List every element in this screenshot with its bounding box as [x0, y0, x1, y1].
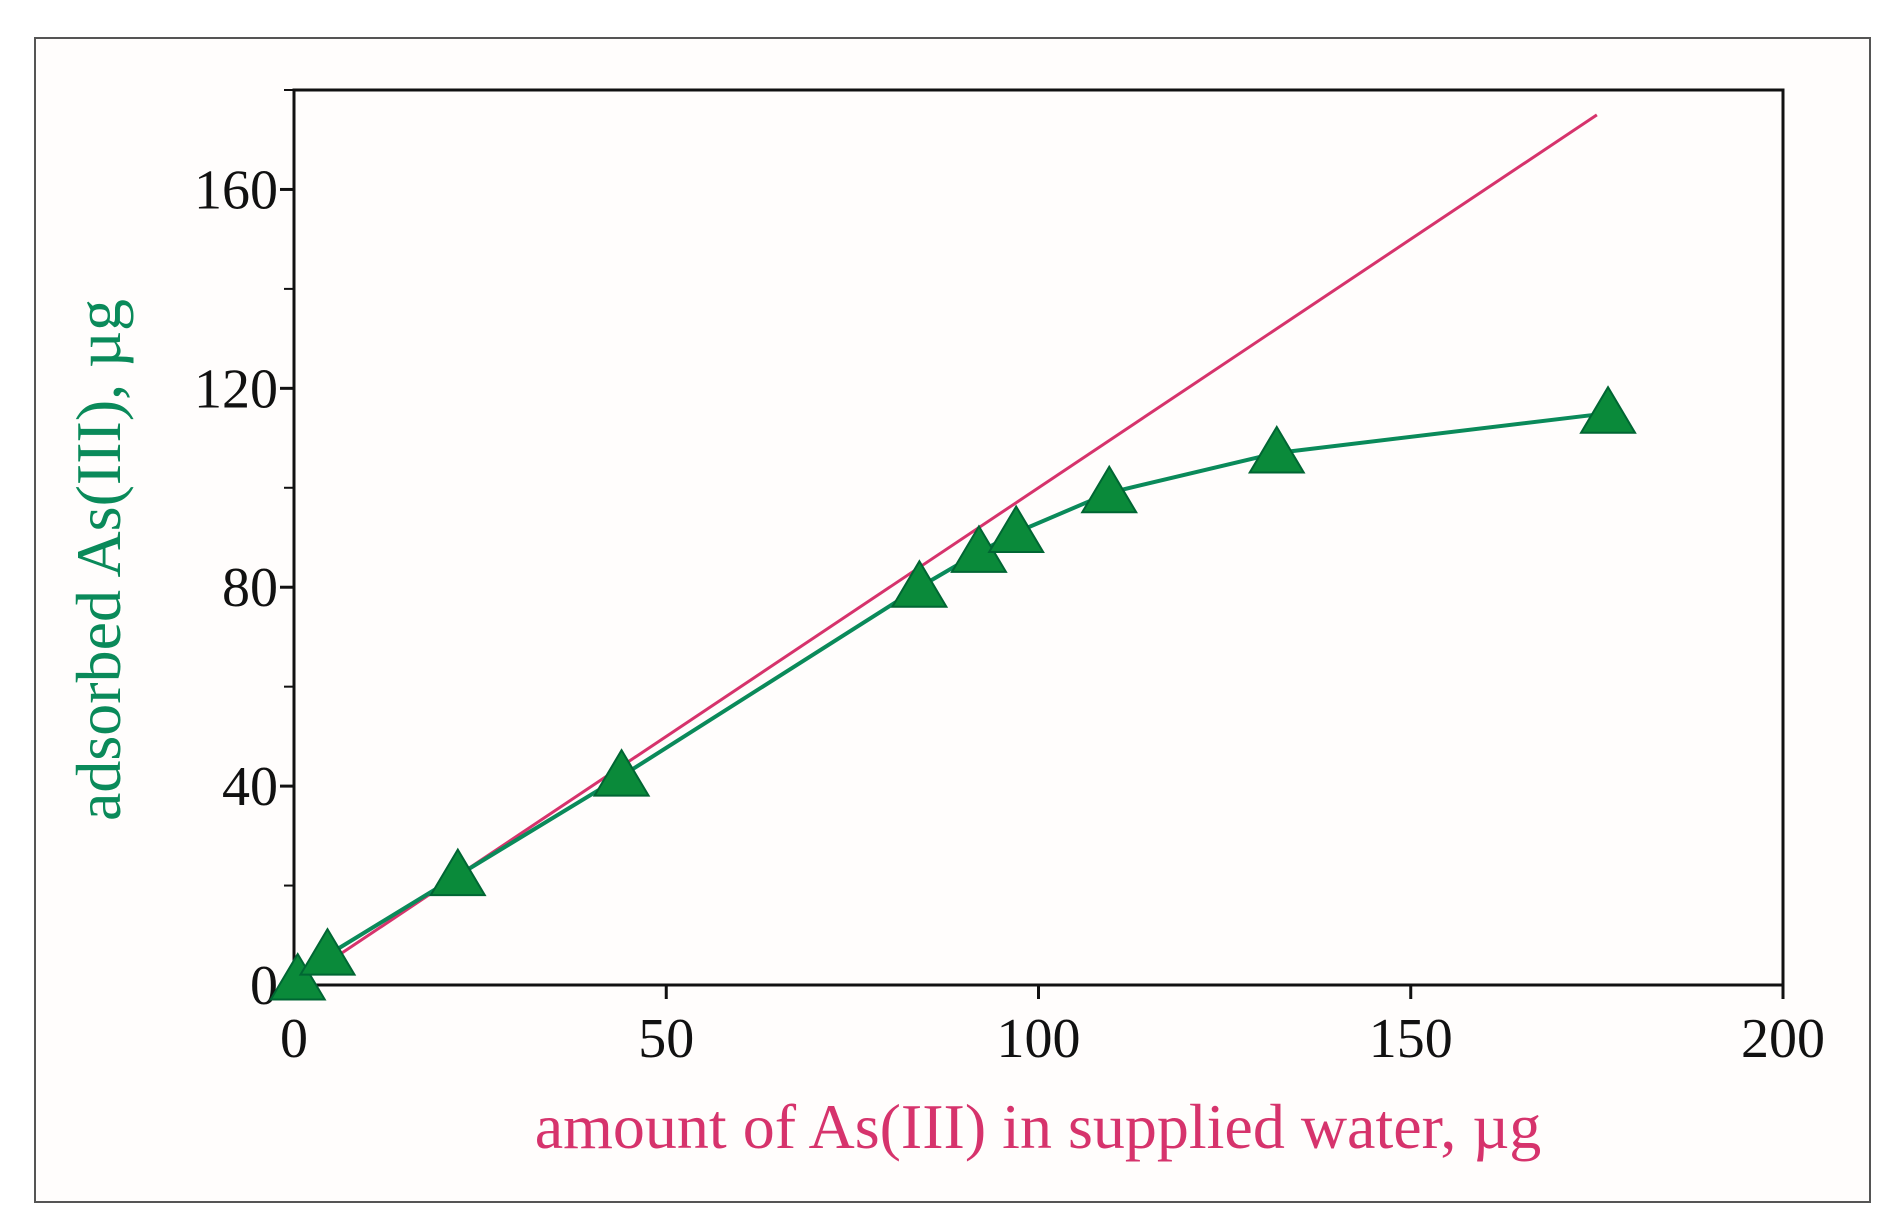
- data-point-triangle: [592, 748, 651, 797]
- data-point-triangle: [268, 952, 327, 1001]
- data-point-triangle: [987, 504, 1045, 554]
- data-point-triangle: [890, 559, 949, 608]
- y-tick-label: 120: [194, 358, 278, 420]
- data-point-triangle: [1247, 425, 1306, 474]
- x-axis-label: amount of As(III) in supplied water, µg: [535, 1091, 1542, 1162]
- x-tick-label: 100: [997, 1008, 1081, 1070]
- y-tick-label: 0: [250, 955, 278, 1017]
- x-tick-label: 0: [280, 1008, 308, 1070]
- y-tick-label: 160: [194, 159, 278, 221]
- data-point-triangle: [429, 847, 487, 897]
- y-axis-label: adsorbed As(III), µg: [63, 299, 134, 821]
- y-tick-label: 80: [222, 557, 278, 619]
- x-tick-label: 50: [638, 1008, 694, 1070]
- figure-frame: [34, 37, 1871, 1203]
- x-tick-label: 200: [1741, 1008, 1825, 1070]
- x-tick-label: 150: [1369, 1008, 1453, 1070]
- plot-area: [292, 88, 1785, 987]
- y-tick-label: 40: [222, 756, 278, 818]
- series-line: [296, 411, 1609, 982]
- data-point-triangle: [1080, 464, 1138, 514]
- data-point-triangle: [1579, 385, 1637, 434]
- data-point-triangle: [298, 927, 357, 976]
- reference-line: [293, 113, 1598, 987]
